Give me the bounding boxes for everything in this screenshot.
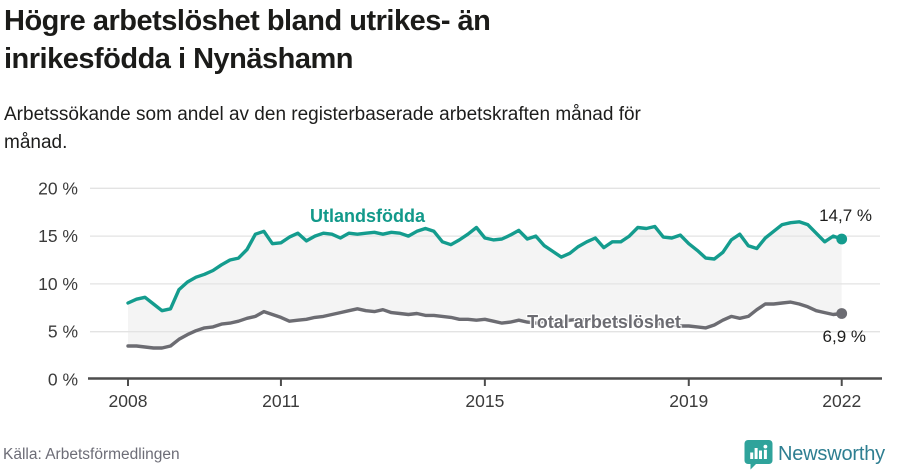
subtitle-line-2: månad. <box>4 132 68 153</box>
series-end-dot-0 <box>836 233 848 245</box>
y-tick-label-5: 5 % <box>48 322 78 342</box>
y-tick-label-0: 0 % <box>48 370 78 390</box>
newsworthy-logo: Newsworthy <box>744 438 900 470</box>
series-line-1 <box>126 300 844 350</box>
fill-between-series <box>128 221 842 348</box>
chart-subtitle: Arbetssökande som andel av den registerb… <box>4 101 884 157</box>
x-tick-label-2019: 2019 <box>669 391 708 411</box>
page-title: Högre arbetslöshet bland utrikes- än inr… <box>4 2 884 78</box>
x-tick-label-2011: 2011 <box>262 391 300 411</box>
series-label-utlandsfodda: Utlandsfödda <box>310 206 425 226</box>
newsworthy-icon <box>744 439 773 469</box>
subtitle-line-1: Arbetssökande som andel av den registerb… <box>4 104 641 125</box>
end-value-utlandsfodda: 14,7 % <box>819 206 872 225</box>
title-line-1: Högre arbetslöshet bland utrikes- än <box>4 5 491 37</box>
x-tick-label-2008: 2008 <box>109 391 148 411</box>
end-value-total: 6,9 % <box>822 327 866 346</box>
x-tick-label-2022: 2022 <box>822 391 861 411</box>
x-tick-label-2015: 2015 <box>465 391 504 411</box>
y-tick-label-10: 10 % <box>38 274 78 294</box>
series-label-total-arbetsloshet: Total arbetslöshet <box>527 312 681 332</box>
series-end-dot-1 <box>836 308 848 319</box>
title-line-2: inrikesfödda i Nynäshamn <box>4 43 354 75</box>
y-tick-label-20: 20 % <box>38 178 78 198</box>
source-credit: Källa: Arbetsförmedlingen <box>3 446 180 463</box>
series-line-0 <box>126 220 844 313</box>
y-tick-label-15: 15 % <box>38 226 78 246</box>
newsworthy-wordmark: Newsworthy <box>778 442 885 465</box>
